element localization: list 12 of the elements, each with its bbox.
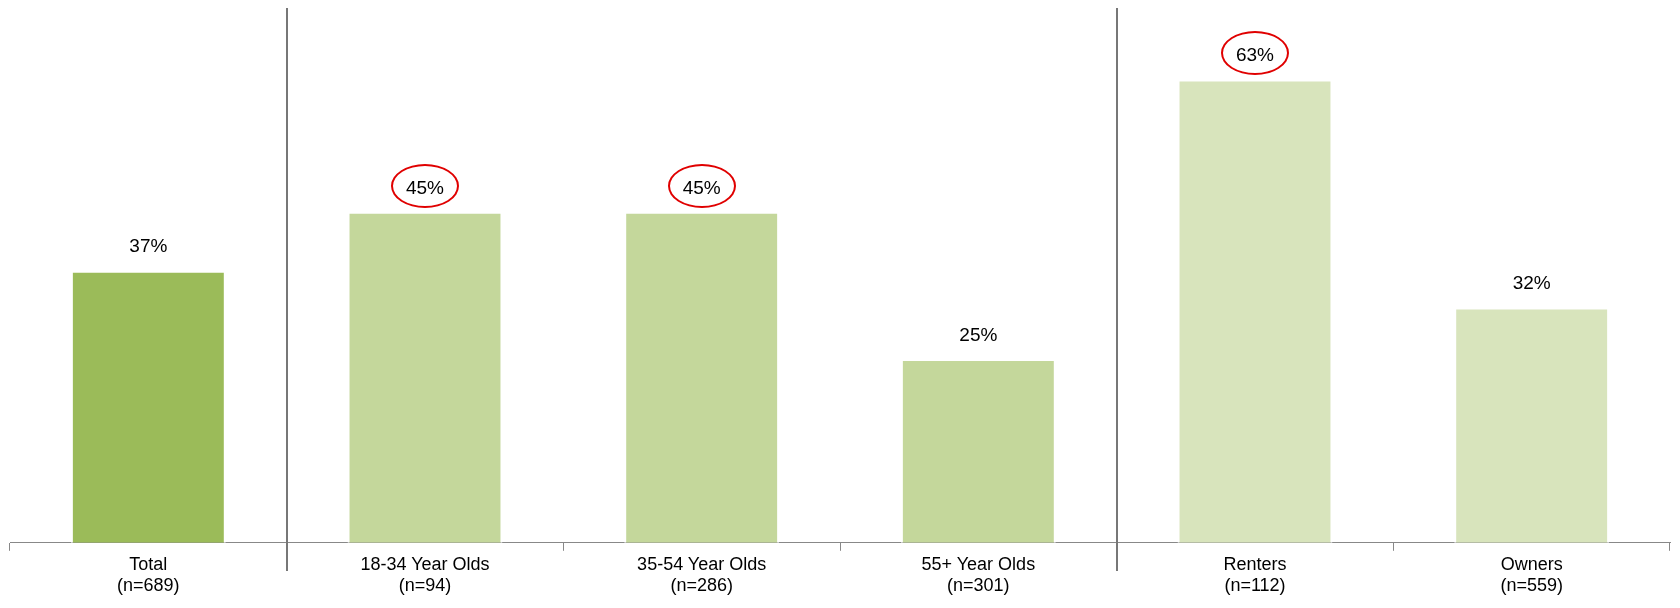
x-tick-label: 55+ Year Olds (n=301) [921,553,1036,596]
data-label: 25% [959,323,998,345]
data-label: 32% [1512,272,1551,294]
data-label: 63% [1235,44,1275,66]
data-label: 45% [682,176,721,198]
x-tick-label: Renters (n=112) [1223,553,1287,596]
x-tick-label: Total (n=689) [117,553,180,596]
data-label: 45% [405,176,445,198]
x-tick-label: 18-34 Year Olds (n=94) [360,553,490,596]
data-label: 37% [129,235,168,257]
x-tick-label: 35-54 Year Olds (n=286) [637,553,767,596]
x-tick-label: Owners (n=559) [1500,553,1563,596]
